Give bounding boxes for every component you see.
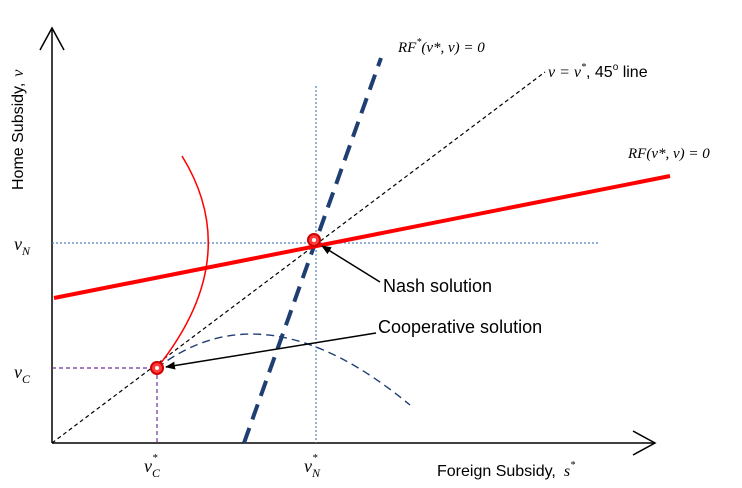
home-iso-arc	[156, 155, 209, 369]
coop-arrow	[165, 332, 377, 370]
forty-five-degree-line	[51, 71, 546, 444]
y-axis-arrow	[39, 26, 65, 51]
y-tick-vn: vN	[14, 234, 31, 258]
diag-line-label: v = v*, 45o line	[548, 62, 648, 81]
coop-solution-label: Cooperative solution	[378, 317, 542, 337]
foreign-reaction-line	[242, 57, 383, 444]
x-axis-label: Foreign Subsidy, s*	[437, 460, 575, 480]
nash-arrow	[321, 245, 381, 283]
coop-point-center	[155, 366, 159, 370]
foreign-rf-label: RF*(v*, v) = 0	[397, 37, 485, 56]
home-rf-label: RF(v*, v) = 0	[627, 146, 710, 162]
x-tick-vc-star: vC*	[144, 452, 161, 480]
x-axis-arrow	[632, 430, 657, 456]
y-axis-label: Home Subsidy,v	[10, 69, 27, 190]
nash-solution-label: Nash solution	[383, 276, 492, 296]
home-reaction-line	[53, 174, 671, 300]
dashed-arc	[156, 333, 411, 406]
nash-point-center	[312, 238, 316, 242]
x-tick-vn-star: vN*	[304, 452, 321, 480]
y-tick-vc: vC	[14, 362, 31, 386]
